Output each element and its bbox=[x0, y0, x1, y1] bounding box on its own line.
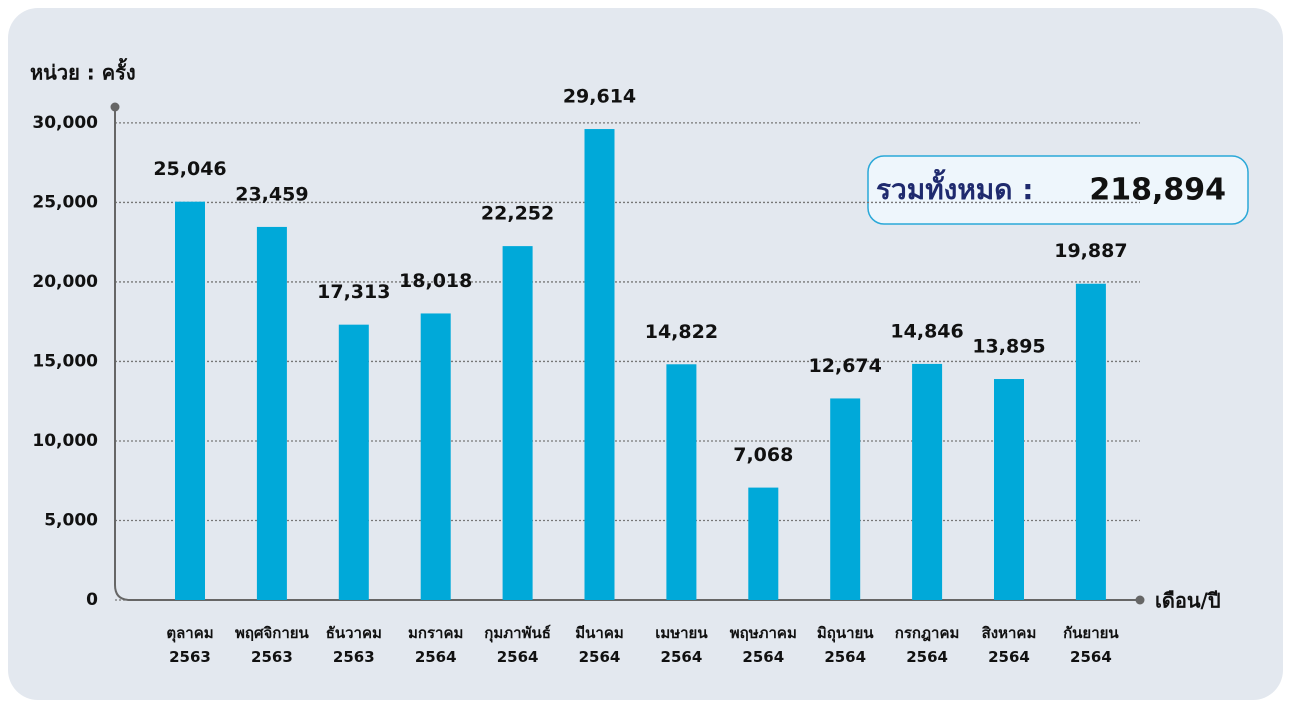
y-tick-label: 0 bbox=[86, 590, 98, 610]
x-tick-label: มิถุนายน 2564 bbox=[817, 624, 874, 666]
bar bbox=[830, 398, 861, 600]
x-tick-label: กรกฎาคม 2564 bbox=[895, 624, 960, 666]
total-value: 218,894 bbox=[1089, 173, 1226, 208]
x-tick-label-month: เมษายน bbox=[655, 624, 708, 642]
bar bbox=[420, 313, 451, 600]
x-axis-label: เดือน/ปี bbox=[1155, 589, 1221, 613]
x-tick-label-month: กันยายน bbox=[1063, 624, 1119, 642]
x-tick-label: เมษายน 2564 bbox=[655, 624, 708, 666]
bar bbox=[994, 379, 1024, 600]
x-tick-label-year: 2564 bbox=[906, 648, 948, 666]
x-tick-label-year: 2564 bbox=[415, 648, 457, 666]
value-label: 18,018 bbox=[399, 270, 472, 292]
x-tick-label-year: 2564 bbox=[1070, 648, 1112, 666]
x-tick-label-year: 2564 bbox=[579, 648, 621, 666]
bar bbox=[748, 487, 779, 600]
bar bbox=[502, 246, 533, 601]
x-tick-label-year: 2564 bbox=[988, 648, 1030, 666]
x-tick-label: พฤศจิกายน 2563 bbox=[235, 624, 310, 666]
x-tick-label-month: พฤษภาคม bbox=[730, 624, 797, 642]
bar bbox=[175, 201, 205, 600]
total-box bbox=[867, 155, 1249, 225]
axis-line bbox=[114, 107, 1140, 601]
y-axis-label: หน่วย : ครั้ง bbox=[30, 58, 136, 85]
value-label: 17,313 bbox=[317, 281, 390, 303]
x-tick-label-month: ธันวาคม bbox=[326, 624, 382, 642]
value-label: 12,674 bbox=[809, 355, 882, 377]
bar bbox=[338, 324, 369, 600]
value-label: 19,887 bbox=[1054, 240, 1127, 262]
x-tick-label-month: กุมภาพันธ์ bbox=[484, 624, 551, 643]
value-label: 13,895 bbox=[972, 336, 1045, 358]
total-label: รวมทั้งหมด : bbox=[876, 168, 1033, 206]
x-tick-label-month: สิงหาคม bbox=[982, 624, 1037, 642]
x-tick-label-year: 2564 bbox=[661, 648, 703, 666]
value-label: 14,822 bbox=[645, 321, 718, 343]
axis-dot bbox=[110, 102, 120, 112]
x-tick-label-month: มิถุนายน bbox=[817, 624, 874, 643]
value-label: 7,068 bbox=[733, 444, 793, 466]
x-tick-label-year: 2563 bbox=[251, 648, 293, 666]
value-label: 23,459 bbox=[235, 183, 308, 205]
x-tick-label: มกราคม 2564 bbox=[408, 624, 463, 666]
x-tick-label-month: มีนาคม bbox=[575, 624, 624, 642]
x-tick-label: พฤษภาคม 2564 bbox=[730, 624, 797, 666]
x-tick-label-month: กรกฎาคม bbox=[895, 624, 960, 642]
x-tick-label: ตุลาคม 2563 bbox=[166, 624, 213, 666]
bar bbox=[912, 363, 943, 600]
x-tick-label-year: 2564 bbox=[742, 648, 784, 666]
x-tick-label: มีนาคม 2564 bbox=[575, 624, 624, 666]
x-tick-label-year: 2564 bbox=[497, 648, 539, 666]
value-label: 22,252 bbox=[481, 203, 554, 225]
axis-dot bbox=[1135, 595, 1145, 605]
bar bbox=[256, 226, 287, 601]
value-label: 29,614 bbox=[563, 86, 636, 108]
bar bbox=[666, 364, 697, 600]
x-tick-label: ธันวาคม 2563 bbox=[326, 624, 382, 666]
x-tick-label-month: ตุลาคม bbox=[166, 624, 213, 643]
value-label: 25,046 bbox=[153, 158, 226, 180]
value-label: 14,846 bbox=[890, 320, 963, 342]
y-tick-label: 25,000 bbox=[32, 192, 98, 212]
x-tick-label: กุมภาพันธ์ 2564 bbox=[484, 624, 551, 666]
y-tick-label: 5,000 bbox=[44, 510, 98, 530]
y-tick-label: 15,000 bbox=[32, 351, 98, 371]
bar bbox=[1075, 283, 1106, 600]
x-tick-label-year: 2564 bbox=[824, 648, 866, 666]
x-tick-label-month: พฤศจิกายน bbox=[235, 624, 310, 642]
y-tick-label: 10,000 bbox=[32, 431, 98, 451]
x-tick-label-year: 2563 bbox=[169, 648, 211, 666]
x-tick-label-year: 2563 bbox=[333, 648, 375, 666]
bar bbox=[584, 129, 615, 600]
x-tick-label: กันยายน 2564 bbox=[1063, 624, 1119, 666]
y-tick-label: 20,000 bbox=[32, 272, 98, 292]
y-tick-label: 30,000 bbox=[32, 113, 98, 133]
x-tick-label: สิงหาคม 2564 bbox=[982, 624, 1037, 666]
x-tick-label-month: มกราคม bbox=[408, 624, 463, 642]
